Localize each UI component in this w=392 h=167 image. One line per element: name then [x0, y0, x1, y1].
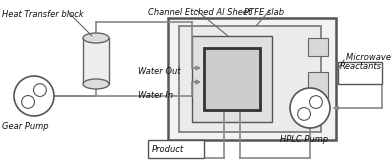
Bar	[83, 38, 109, 84]
Text: PTFE slab: PTFE slab	[244, 8, 284, 17]
Bar	[308, 72, 328, 110]
Text: HPLC Pump: HPLC Pump	[280, 135, 328, 144]
Text: Gear Pump: Gear Pump	[2, 122, 49, 131]
Bar	[168, 18, 336, 140]
Bar	[192, 36, 272, 122]
Text: Water In: Water In	[138, 92, 173, 101]
Circle shape	[290, 88, 330, 128]
Text: Water Out: Water Out	[138, 67, 180, 76]
Text: Product: Product	[152, 144, 184, 153]
Bar	[338, 62, 382, 84]
Text: Heat Transfer block: Heat Transfer block	[2, 10, 84, 19]
Text: Microwave Oven: Microwave Oven	[346, 53, 392, 62]
Bar	[148, 140, 204, 158]
Bar	[308, 38, 328, 56]
Text: Reactants: Reactants	[340, 62, 382, 71]
Ellipse shape	[83, 33, 109, 43]
Circle shape	[310, 96, 322, 108]
Circle shape	[22, 96, 34, 108]
Circle shape	[14, 76, 54, 116]
Circle shape	[34, 84, 46, 97]
Bar	[204, 48, 260, 110]
Circle shape	[298, 108, 310, 120]
Text: Channel Etched Al Sheet: Channel Etched Al Sheet	[148, 8, 251, 17]
Ellipse shape	[83, 79, 109, 89]
Bar	[179, 26, 321, 132]
